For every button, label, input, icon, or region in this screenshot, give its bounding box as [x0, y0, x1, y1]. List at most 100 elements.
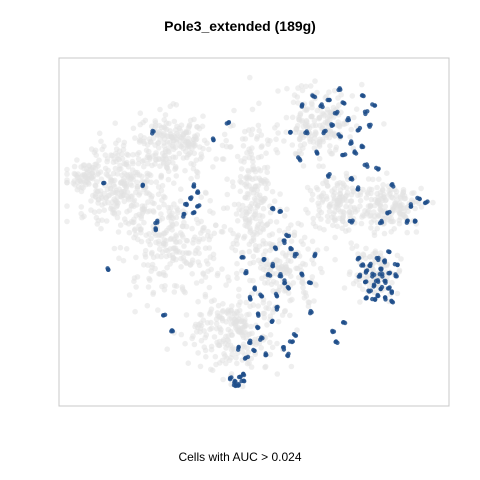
background-cell-point	[305, 246, 311, 252]
background-cell-point	[383, 197, 389, 203]
background-cell-point	[242, 222, 248, 229]
background-cell-point	[307, 138, 314, 145]
background-cell-point	[331, 195, 338, 202]
auc-positive-cell-point	[321, 130, 326, 136]
background-cell-point	[362, 255, 369, 262]
background-cell-point	[219, 266, 225, 272]
background-cell-point	[254, 247, 261, 254]
background-cell-point	[348, 198, 354, 204]
background-cell-point	[405, 208, 411, 215]
background-cell-point	[224, 191, 231, 198]
background-cell-point	[200, 113, 206, 119]
chart-title: Pole3_extended (189g)	[164, 18, 316, 34]
background-cell-point	[141, 163, 147, 170]
background-cell-point	[137, 110, 144, 116]
background-cell-point	[294, 122, 301, 129]
background-cell-point	[145, 262, 151, 268]
background-cell-point	[238, 313, 244, 319]
background-cell-point	[237, 178, 243, 185]
background-cell-point	[178, 122, 185, 128]
background-cell-point	[255, 154, 262, 161]
background-cell-point	[199, 123, 206, 130]
background-cell-point	[277, 284, 283, 290]
background-cell-point	[215, 302, 222, 309]
background-cell-point	[244, 195, 251, 201]
background-cell-point	[123, 180, 130, 187]
auc-positive-cell-point	[372, 297, 378, 302]
background-cell-point	[220, 376, 226, 383]
background-cell-point	[247, 277, 253, 284]
background-cell-point	[176, 137, 183, 144]
background-cell-point	[262, 363, 269, 370]
background-cell-point	[198, 218, 204, 225]
background-cell-point	[113, 203, 120, 210]
auc-positive-cell-point	[232, 378, 237, 384]
auc-positive-cell-point	[272, 245, 278, 250]
background-cell-point	[88, 198, 94, 204]
background-cell-point	[205, 228, 211, 235]
background-cell-point	[316, 194, 323, 200]
background-cell-point	[231, 201, 238, 208]
background-cell-point	[166, 139, 173, 146]
background-cell-point	[120, 142, 127, 149]
auc-positive-cell-point	[308, 308, 313, 314]
background-cell-point	[331, 114, 337, 120]
background-cell-point	[386, 214, 392, 221]
background-cell-point	[164, 133, 171, 139]
background-cell-point	[194, 169, 201, 176]
background-cell-point	[234, 153, 241, 160]
background-cell-point	[267, 209, 274, 216]
background-cell-point	[339, 215, 346, 222]
background-cell-point	[150, 135, 157, 141]
background-cell-point	[287, 297, 293, 304]
background-cell-point	[228, 328, 234, 335]
auc-positive-cell-point	[417, 196, 422, 202]
background-cell-point	[343, 228, 349, 234]
background-cell-point	[249, 330, 255, 337]
background-cell-point	[263, 267, 269, 274]
auc-positive-cell-point	[247, 294, 253, 300]
background-cell-point	[350, 189, 357, 195]
background-cell-point	[324, 109, 330, 116]
background-cell-point	[367, 203, 374, 209]
background-cell-point	[192, 323, 198, 330]
background-cell-point	[309, 238, 316, 245]
background-cell-point	[208, 298, 215, 305]
background-cell-point	[381, 121, 387, 127]
background-cell-point	[314, 89, 320, 96]
auc-positive-cell-point	[356, 127, 361, 133]
background-cell-point	[139, 173, 145, 180]
background-cell-point	[212, 353, 219, 360]
background-cell-point	[311, 298, 317, 304]
auc-positive-cell-point	[352, 149, 357, 154]
background-cell-point	[247, 229, 253, 235]
background-cell-point	[187, 149, 194, 156]
background-cell-point	[171, 133, 177, 139]
background-cell-point	[274, 340, 280, 347]
background-cell-point	[273, 147, 279, 153]
auc-positive-cell-point	[271, 207, 276, 212]
background-cell-point	[229, 179, 236, 185]
background-cell-point	[276, 265, 283, 271]
background-cell-point	[203, 258, 210, 264]
background-cell-point	[172, 127, 179, 133]
auc-positive-cell-point	[247, 340, 252, 345]
auc-positive-cell-point	[341, 152, 346, 158]
background-cell-point	[359, 214, 365, 220]
background-cell-point	[191, 341, 198, 348]
background-cell-point	[185, 360, 192, 367]
background-cell-point	[95, 200, 101, 206]
background-cell-point	[245, 349, 252, 356]
background-cell-point	[250, 253, 257, 260]
background-cell-point	[207, 309, 214, 315]
auc-positive-cell-point	[286, 286, 291, 291]
background-cell-point	[231, 107, 237, 114]
background-cell-point	[240, 143, 247, 149]
background-cell-point	[204, 320, 211, 326]
background-cell-point	[310, 215, 317, 222]
background-cell-point	[218, 228, 225, 235]
background-cell-point	[242, 155, 248, 162]
background-cell-point	[134, 274, 141, 280]
auc-positive-cell-point	[195, 190, 201, 195]
background-cell-point	[276, 227, 283, 234]
